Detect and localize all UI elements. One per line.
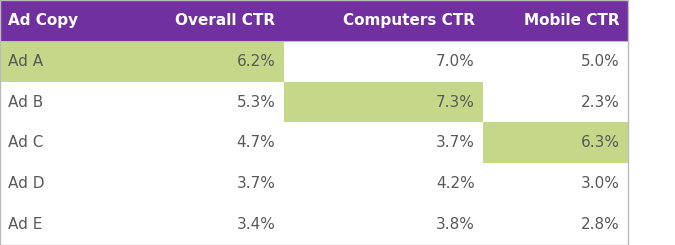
Text: Ad C: Ad C	[8, 135, 43, 150]
Bar	[0, 41, 138, 82]
Bar	[483, 204, 628, 245]
Bar	[138, 122, 284, 163]
Bar	[483, 0, 628, 41]
Text: 6.2%: 6.2%	[236, 54, 275, 69]
Text: 7.3%: 7.3%	[435, 95, 475, 110]
Bar	[483, 163, 628, 204]
Text: Overall CTR: Overall CTR	[176, 13, 275, 28]
Bar	[483, 82, 628, 122]
Bar	[284, 163, 483, 204]
Text: 2.3%: 2.3%	[580, 95, 620, 110]
Bar	[0, 204, 138, 245]
Bar	[483, 122, 628, 163]
Bar	[138, 82, 284, 122]
Text: 3.4%: 3.4%	[236, 217, 275, 232]
Text: 3.7%: 3.7%	[236, 176, 275, 191]
Text: 6.3%: 6.3%	[580, 135, 620, 150]
Bar	[138, 163, 284, 204]
Text: Ad A: Ad A	[8, 54, 43, 69]
Bar	[138, 0, 284, 41]
Text: 7.0%: 7.0%	[436, 54, 475, 69]
Bar	[0, 122, 138, 163]
Text: Mobile CTR: Mobile CTR	[524, 13, 620, 28]
Text: 3.0%: 3.0%	[580, 176, 620, 191]
Bar	[0, 163, 138, 204]
Bar	[284, 41, 483, 82]
Bar	[284, 204, 483, 245]
Text: Ad E: Ad E	[8, 217, 43, 232]
Text: 5.0%: 5.0%	[581, 54, 620, 69]
Bar	[138, 41, 284, 82]
Text: 3.8%: 3.8%	[435, 217, 475, 232]
Text: 2.8%: 2.8%	[581, 217, 620, 232]
Bar	[0, 82, 138, 122]
Text: 3.7%: 3.7%	[435, 135, 475, 150]
Text: Computers CTR: Computers CTR	[342, 13, 475, 28]
Bar	[284, 122, 483, 163]
Text: 4.2%: 4.2%	[436, 176, 475, 191]
Bar	[284, 82, 483, 122]
Bar	[284, 0, 483, 41]
Text: Ad Copy: Ad Copy	[8, 13, 78, 28]
Bar	[0, 0, 138, 41]
Text: Ad D: Ad D	[8, 176, 45, 191]
Bar	[483, 41, 628, 82]
Text: 4.7%: 4.7%	[237, 135, 275, 150]
Text: 5.3%: 5.3%	[236, 95, 275, 110]
Bar	[138, 204, 284, 245]
Text: Ad B: Ad B	[8, 95, 43, 110]
